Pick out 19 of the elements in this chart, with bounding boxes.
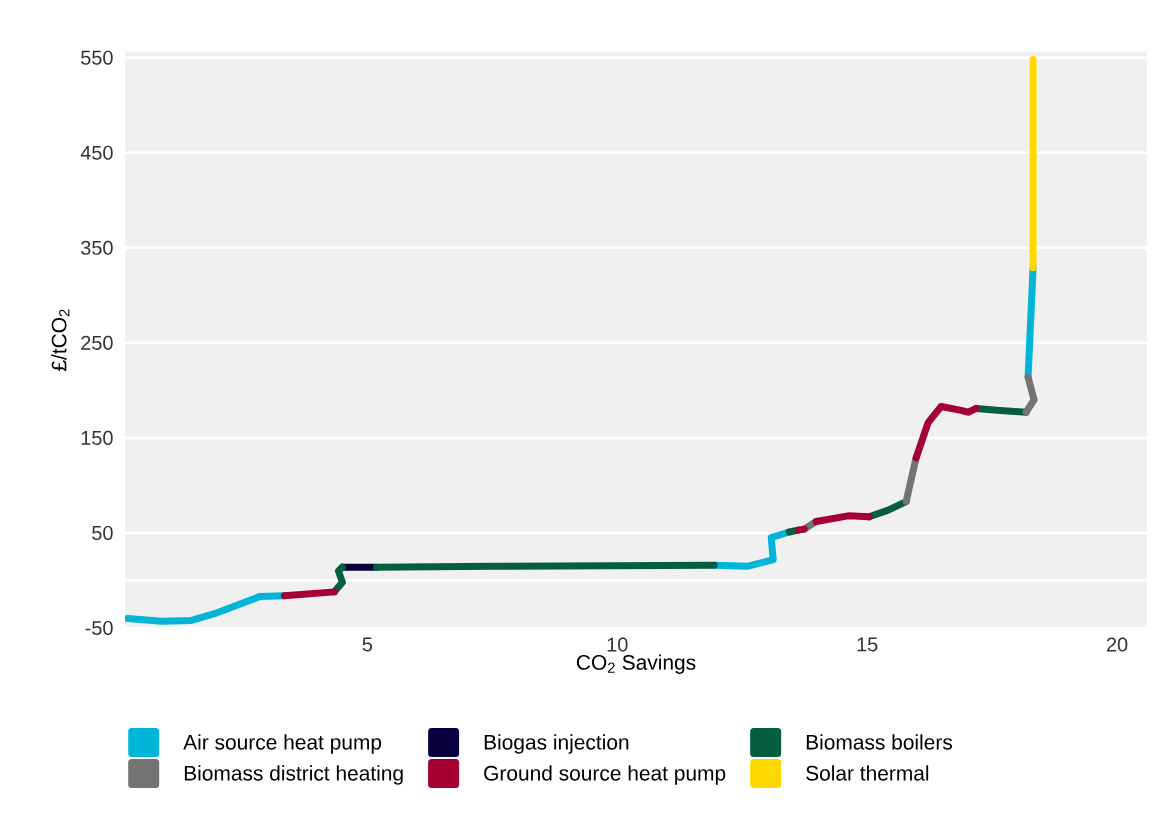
y-tick-label: 250 xyxy=(81,335,113,350)
legend-label: Ground source heat pump xyxy=(484,765,726,785)
x-axis-title: CO$_{2}$ Savings xyxy=(576,654,696,674)
y-tick-label: 50 xyxy=(92,525,113,540)
y-tick-label: 150 xyxy=(81,430,113,445)
legend-label: Air source heat pump xyxy=(183,734,382,754)
x-tick-label: 20 xyxy=(1106,637,1128,652)
x-tick-label: 10 xyxy=(607,637,628,652)
legend-label: Biomass boilers xyxy=(806,734,953,750)
y-tick-label: 350 xyxy=(81,240,113,255)
x-tick-label: 15 xyxy=(857,637,878,652)
y-tick-label: 550 xyxy=(81,50,113,65)
x-tick-label: 5 xyxy=(362,637,373,652)
y-tick-label: -50 xyxy=(85,620,113,636)
y-axis-title: £/tCO$_{2}$ xyxy=(51,309,70,372)
legend-label: Biomass district heating xyxy=(184,765,403,785)
legend-label: Biogas injection xyxy=(484,734,629,754)
legend-label: Solar thermal xyxy=(806,765,929,781)
y-tick-label: 450 xyxy=(80,145,113,160)
